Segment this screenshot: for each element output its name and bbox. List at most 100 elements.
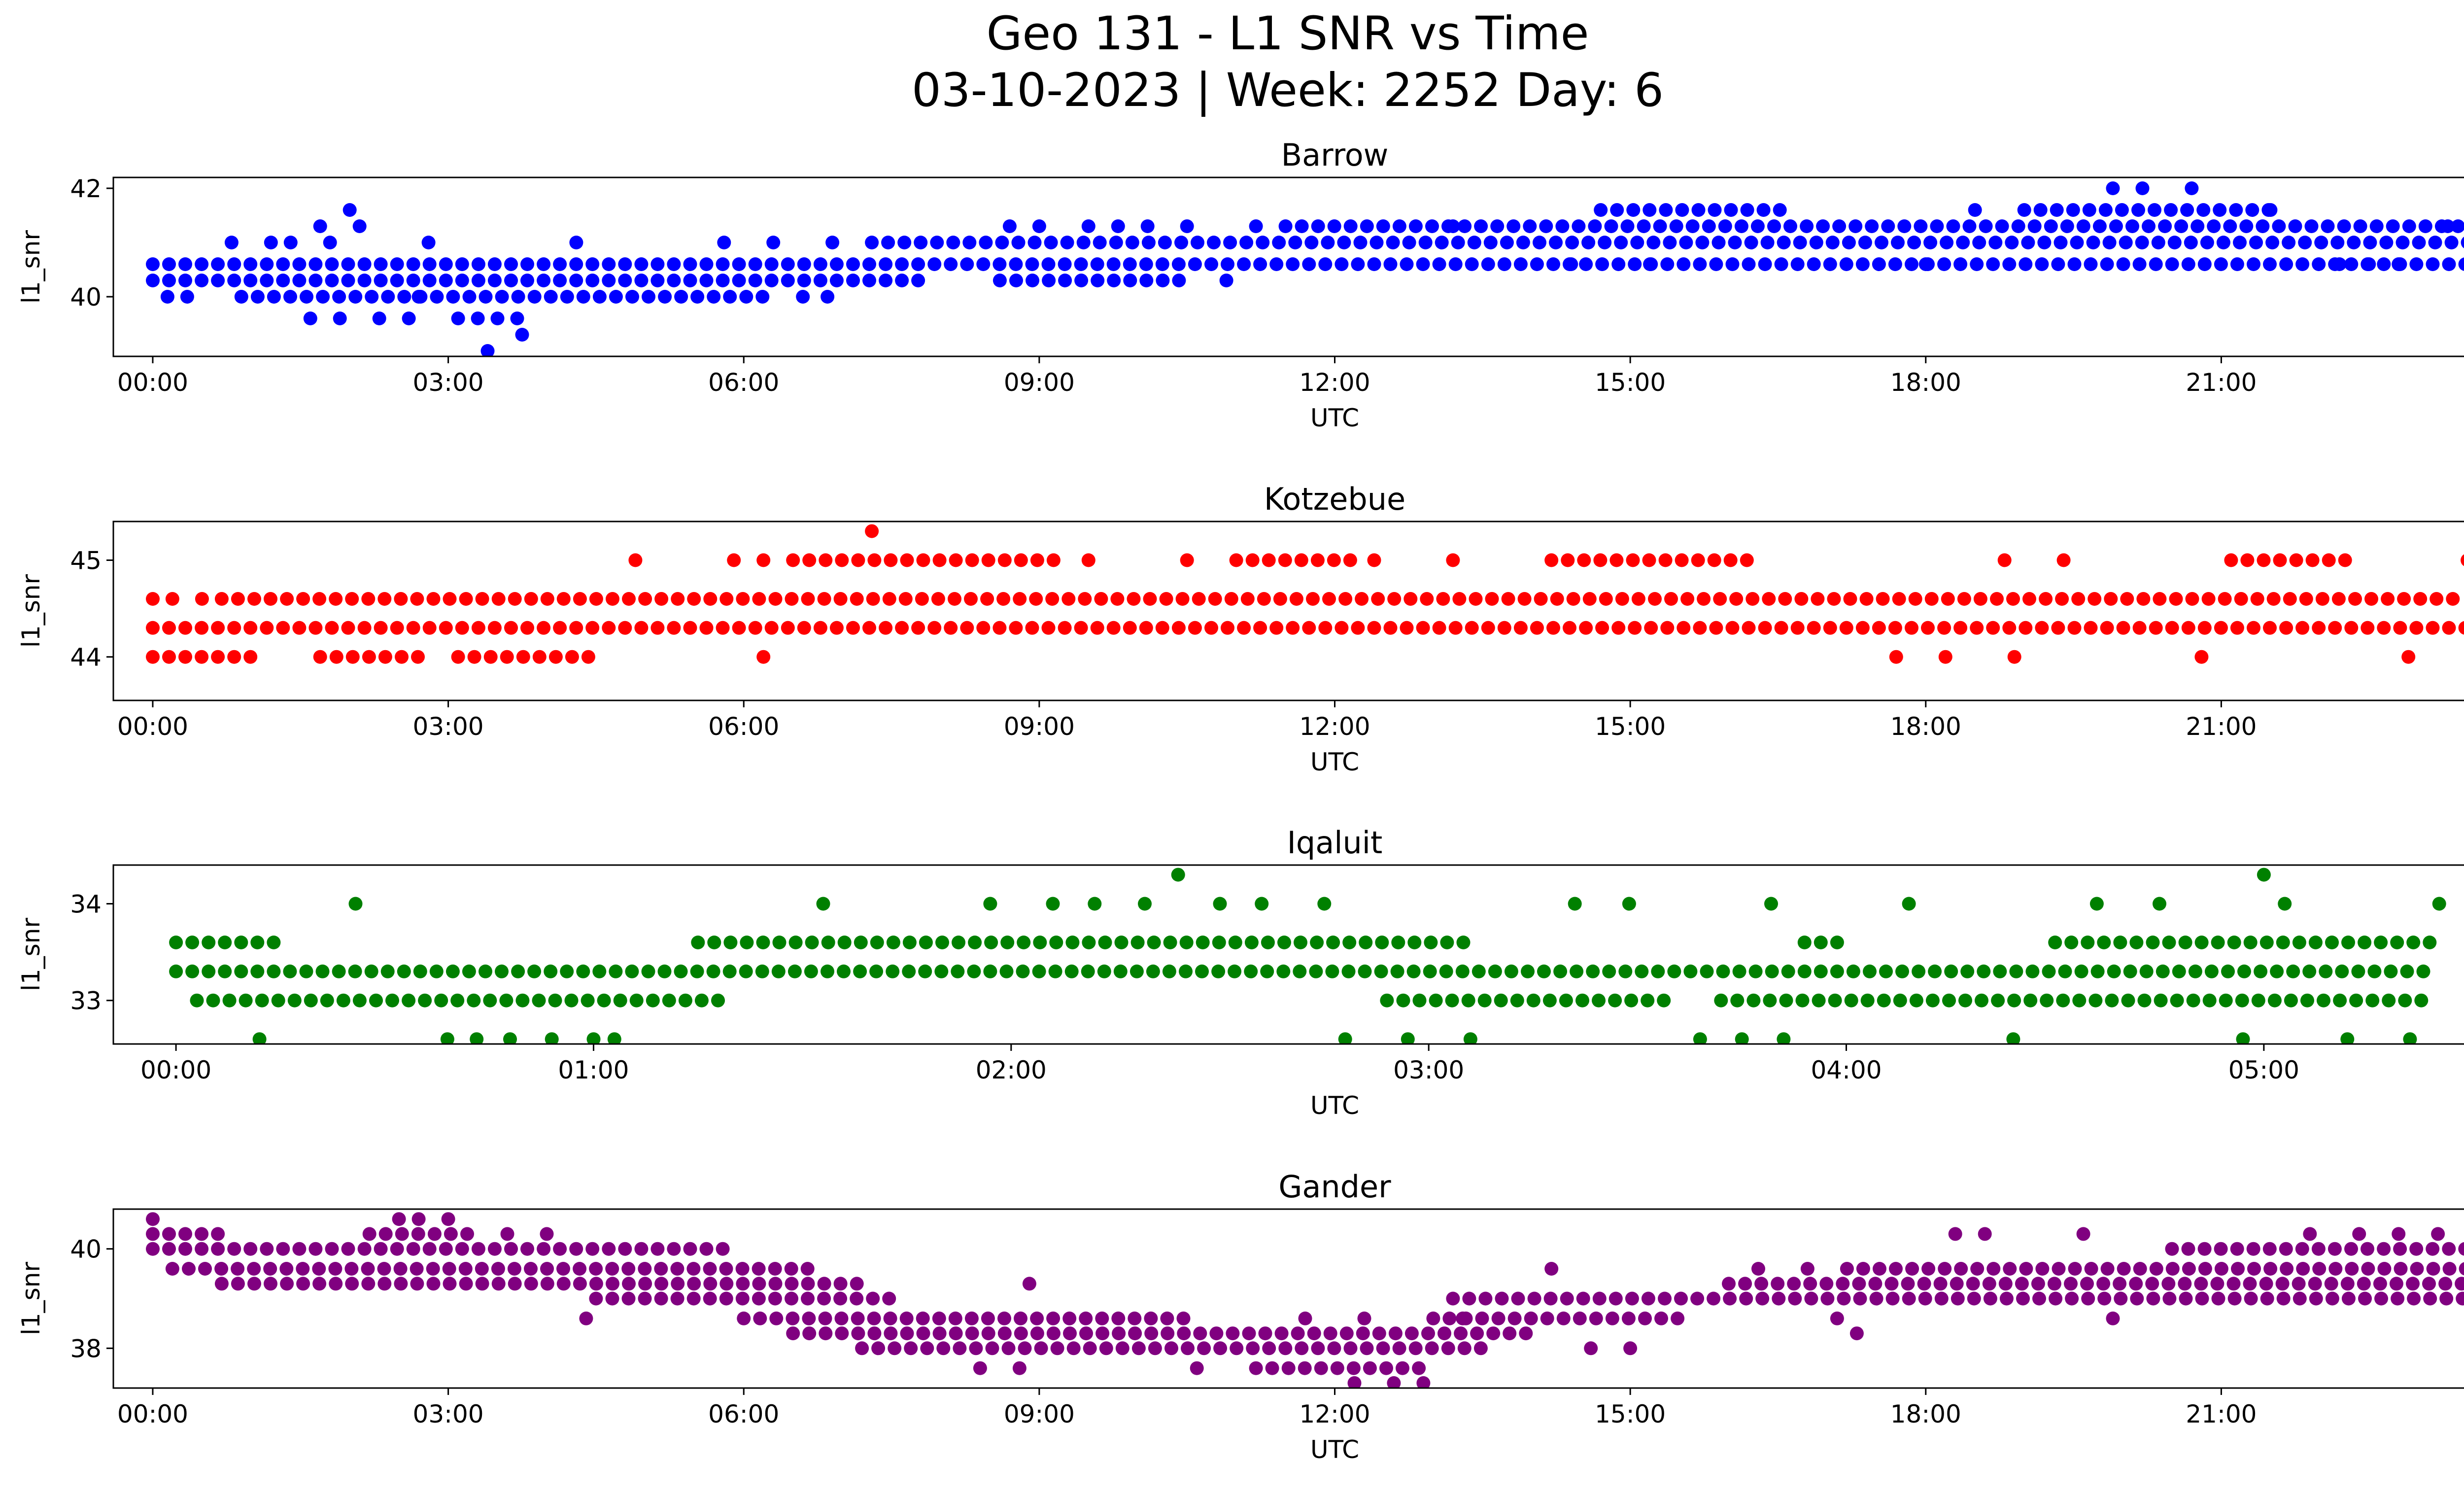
data-point — [2251, 993, 2265, 1008]
data-point — [2165, 1242, 2179, 1256]
data-point — [1872, 621, 1886, 635]
data-point — [537, 257, 551, 271]
data-point — [395, 1227, 409, 1241]
data-point — [2185, 592, 2199, 606]
data-point — [589, 1262, 603, 1276]
data-point — [2197, 257, 2212, 271]
data-point — [1774, 621, 1788, 635]
data-point — [934, 964, 949, 978]
data-point — [1888, 621, 1902, 635]
data-point — [667, 257, 681, 271]
data-point — [2295, 1242, 2309, 1256]
data-point — [2035, 1262, 2050, 1276]
data-point — [2325, 936, 2339, 949]
data-point — [671, 1277, 685, 1291]
data-point — [2272, 219, 2286, 233]
data-point — [1304, 236, 1319, 249]
data-point — [1000, 936, 1015, 949]
data-point — [2333, 993, 2347, 1008]
data-point — [888, 1341, 902, 1356]
data-point — [2305, 553, 2320, 567]
data-point — [2214, 1242, 2228, 1256]
data-point — [1823, 621, 1837, 635]
data-point — [1141, 236, 1156, 249]
data-point — [397, 290, 411, 304]
data-point — [1950, 1277, 1964, 1291]
data-point — [362, 1227, 376, 1241]
data-point — [1503, 1326, 1517, 1341]
data-point — [2361, 1262, 2375, 1276]
data-point — [2341, 936, 2355, 949]
data-point — [1521, 964, 1535, 978]
x-tick-label: 02:00 — [976, 1056, 1047, 1084]
data-point — [862, 274, 876, 287]
data-point — [2070, 236, 2084, 249]
data-point — [1353, 236, 1368, 249]
data-point — [1347, 1376, 1362, 1388]
data-point — [1197, 1341, 1211, 1356]
data-point — [1819, 1277, 1834, 1291]
data-point — [260, 274, 274, 287]
x-tick-label: 03:00 — [1393, 1056, 1464, 1084]
data-point — [2214, 257, 2228, 271]
data-point — [1923, 236, 1938, 249]
data-point — [1543, 1291, 1558, 1306]
data-point — [1188, 621, 1202, 635]
data-point — [1604, 219, 1618, 233]
data-point — [927, 621, 942, 635]
data-point — [1255, 897, 1269, 911]
data-point — [2088, 592, 2102, 606]
data-point — [1016, 964, 1030, 978]
data-point — [2011, 219, 2025, 233]
data-point — [1842, 236, 1856, 249]
data-point — [805, 936, 819, 949]
data-point — [264, 236, 278, 249]
data-point — [1544, 553, 1559, 567]
data-point — [766, 236, 781, 249]
data-point — [1762, 592, 1776, 606]
data-point — [411, 650, 425, 664]
data-point — [2056, 993, 2070, 1008]
data-point — [1097, 964, 1111, 978]
data-point — [276, 621, 290, 635]
data-point — [622, 1277, 636, 1291]
data-point — [2398, 993, 2412, 1008]
data-point — [756, 936, 770, 949]
data-point — [1338, 592, 1353, 606]
data-point — [650, 274, 665, 287]
data-point — [1794, 592, 1809, 606]
data-point — [422, 621, 437, 635]
data-point — [2273, 553, 2287, 567]
data-point — [479, 964, 492, 978]
data-point — [1311, 1341, 1325, 1356]
data-point — [2058, 964, 2072, 978]
data-point — [882, 1291, 896, 1306]
data-point — [1418, 236, 1433, 249]
data-point — [491, 1262, 505, 1276]
data-point — [717, 236, 731, 249]
data-point — [1779, 993, 1793, 1008]
data-point — [422, 257, 437, 271]
data-point — [1581, 236, 1596, 249]
data-point — [1289, 592, 1303, 606]
data-point — [243, 274, 258, 287]
data-point — [434, 993, 448, 1008]
data-point — [895, 257, 909, 271]
data-point — [853, 964, 867, 978]
data-point — [411, 1227, 425, 1241]
data-point — [180, 290, 194, 304]
data-point — [2406, 1277, 2420, 1291]
data-point — [1106, 257, 1121, 271]
data-point — [802, 1326, 817, 1341]
data-point — [504, 257, 518, 271]
data-point — [1082, 936, 1096, 949]
data-point — [2102, 236, 2117, 249]
x-tick-label: 00:00 — [117, 1400, 188, 1428]
data-point — [565, 650, 579, 664]
data-point — [1446, 553, 1460, 567]
data-point — [2007, 650, 2021, 664]
data-point — [487, 1242, 502, 1256]
data-point — [1990, 592, 2004, 606]
data-point — [2406, 936, 2421, 949]
data-point — [1113, 964, 1128, 978]
